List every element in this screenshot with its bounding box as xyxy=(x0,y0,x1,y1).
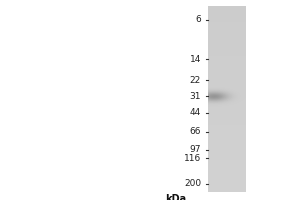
Text: 22: 22 xyxy=(190,76,201,85)
Text: 97: 97 xyxy=(190,145,201,154)
Text: 66: 66 xyxy=(190,127,201,136)
Text: 116: 116 xyxy=(184,154,201,163)
Text: 6: 6 xyxy=(195,15,201,24)
Text: 14: 14 xyxy=(190,55,201,64)
Text: 31: 31 xyxy=(190,92,201,101)
Text: kDa: kDa xyxy=(165,194,186,200)
Text: 200: 200 xyxy=(184,179,201,188)
Text: 44: 44 xyxy=(190,108,201,117)
